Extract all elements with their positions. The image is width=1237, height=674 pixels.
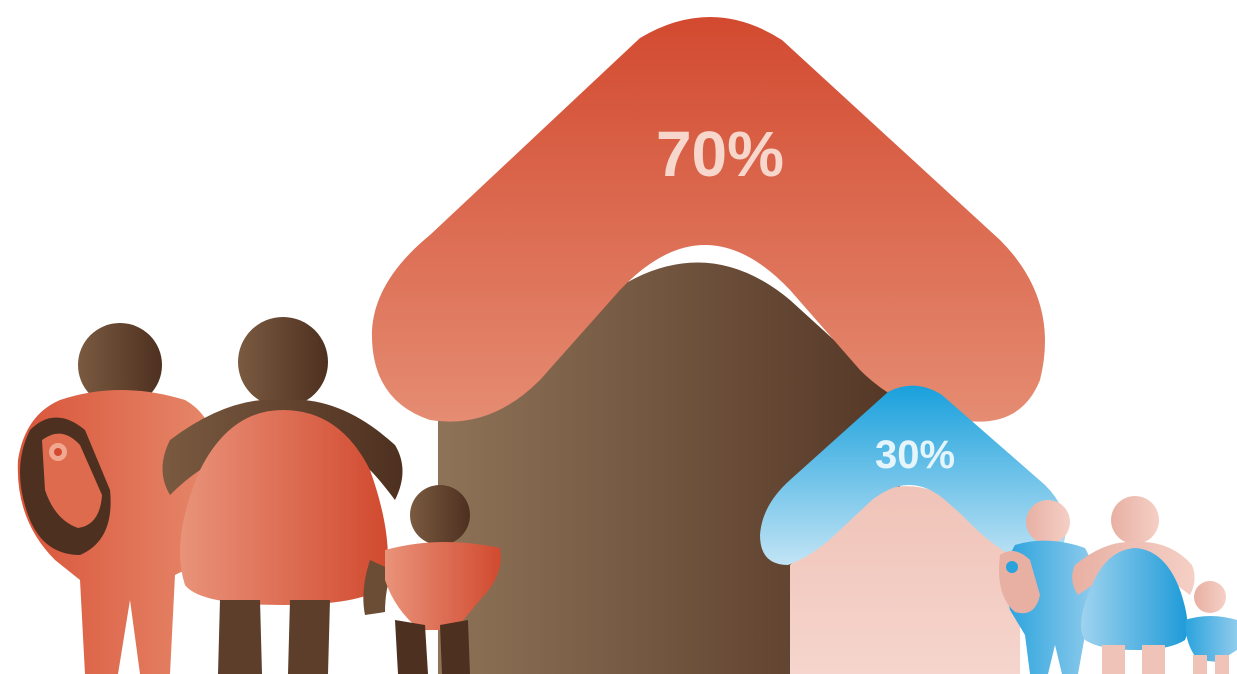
person-child-left-arm [363, 560, 392, 615]
small-house-body [790, 486, 1020, 674]
person-child-left-body [385, 541, 501, 630]
person-woman-left-dress [180, 410, 388, 605]
person-man-right-head [1026, 500, 1070, 544]
baby-right-head [1006, 561, 1018, 573]
small-house-percentage: 30% [875, 433, 955, 477]
person-man-left-head [78, 323, 162, 407]
person-woman-left-head [238, 317, 328, 407]
small-house: 30% [760, 385, 1066, 674]
baby-eye [54, 448, 62, 456]
person-man-right [999, 500, 1094, 674]
person-woman-right-head [1111, 496, 1159, 544]
large-house: 70% [371, 16, 1045, 674]
large-house-percentage: 70% [656, 118, 784, 190]
person-woman-left [162, 317, 403, 674]
person-woman-right-legs [1102, 645, 1165, 674]
person-child-right-head [1194, 581, 1226, 613]
person-child-right [1185, 581, 1237, 674]
person-woman-left-legs [218, 600, 330, 674]
person-man-left [17, 323, 216, 674]
person-woman-right-dress [1081, 548, 1188, 650]
person-child-right-body [1185, 616, 1237, 662]
person-child-left-head [410, 485, 470, 545]
family-right [999, 496, 1237, 674]
large-house-roof [371, 16, 1045, 422]
large-house-body [438, 262, 900, 674]
small-house-roof [760, 385, 1066, 565]
person-child-left-legs [395, 620, 470, 674]
person-child-right-legs [1193, 655, 1229, 674]
person-child-left [363, 485, 501, 674]
family-left [17, 317, 501, 674]
person-woman-right [1072, 496, 1195, 674]
